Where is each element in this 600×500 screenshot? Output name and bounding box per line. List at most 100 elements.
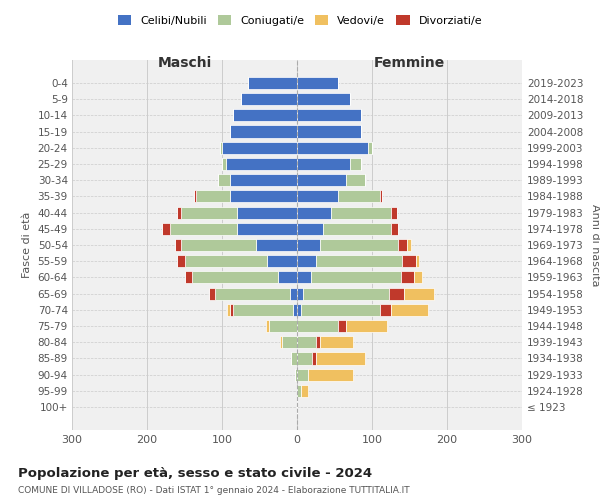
Bar [297,304,301,316]
Text: Maschi: Maschi [157,56,212,70]
Bar [227,304,229,316]
Bar [297,239,320,251]
Bar [297,109,361,122]
Bar [241,93,297,105]
Text: Popolazione per età, sesso e stato civile - 2024: Popolazione per età, sesso e stato civil… [18,468,372,480]
Text: Femmine: Femmine [374,56,445,70]
Bar [297,222,323,235]
Bar [267,255,297,268]
Bar [229,190,297,202]
Bar [312,352,316,364]
Bar [297,77,338,89]
Bar [414,272,421,283]
Bar [282,336,297,348]
Bar [229,174,297,186]
Bar [233,109,297,122]
Bar [209,288,215,300]
Bar [177,206,181,218]
Bar [398,239,407,251]
Bar [404,288,434,300]
Bar [380,304,391,316]
Bar [338,320,346,332]
Bar [196,190,229,202]
Bar [192,272,278,283]
Bar [297,190,338,202]
Bar [269,320,297,332]
Bar [301,385,308,397]
Bar [380,190,382,202]
Bar [316,352,365,364]
Bar [297,288,303,300]
Bar [233,304,293,316]
Bar [177,255,185,268]
Bar [222,158,226,170]
Bar [297,126,361,138]
Bar [297,93,349,105]
Bar [237,222,297,235]
Bar [316,255,402,268]
Bar [222,142,297,154]
Bar [226,158,297,170]
Bar [391,304,428,316]
Bar [297,336,316,348]
Bar [303,288,389,300]
Bar [407,239,411,251]
Bar [215,288,290,300]
Bar [297,272,311,283]
Bar [295,368,297,381]
Bar [194,190,196,202]
Bar [170,222,237,235]
Bar [338,190,380,202]
Bar [401,272,414,283]
Bar [297,206,331,218]
Bar [308,368,353,381]
Bar [290,288,297,300]
Bar [402,255,415,268]
Y-axis label: Anni di nascita: Anni di nascita [590,204,600,286]
Bar [237,206,297,218]
Bar [181,206,237,218]
Bar [316,336,320,348]
Bar [297,368,308,381]
Bar [297,255,316,268]
Bar [349,158,361,170]
Bar [323,222,391,235]
Bar [297,320,338,332]
Bar [280,336,282,348]
Bar [293,304,297,316]
Y-axis label: Fasce di età: Fasce di età [22,212,32,278]
Bar [175,239,181,251]
Bar [297,142,368,154]
Bar [220,142,222,154]
Bar [320,239,398,251]
Bar [181,239,256,251]
Bar [278,272,297,283]
Text: COMUNE DI VILLADOSE (RO) - Dati ISTAT 1° gennaio 2024 - Elaborazione TUTTITALIA.: COMUNE DI VILLADOSE (RO) - Dati ISTAT 1°… [18,486,410,495]
Bar [389,288,404,300]
Bar [415,255,419,268]
Bar [391,222,398,235]
Bar [185,255,267,268]
Bar [311,272,401,283]
Bar [368,142,372,154]
Bar [256,239,297,251]
Bar [229,126,297,138]
Bar [297,385,301,397]
Bar [346,174,365,186]
Bar [185,272,192,283]
Bar [301,304,380,316]
Bar [297,174,346,186]
Bar [229,304,233,316]
Bar [218,174,229,186]
Legend: Celibi/Nubili, Coniugati/e, Vedovi/e, Divorziati/e: Celibi/Nubili, Coniugati/e, Vedovi/e, Di… [113,10,487,30]
Bar [346,320,387,332]
Bar [391,206,397,218]
Bar [266,320,269,332]
Bar [162,222,170,235]
Bar [331,206,391,218]
Bar [320,336,353,348]
Bar [248,77,297,89]
Bar [291,352,297,364]
Bar [297,352,312,364]
Bar [297,158,349,170]
